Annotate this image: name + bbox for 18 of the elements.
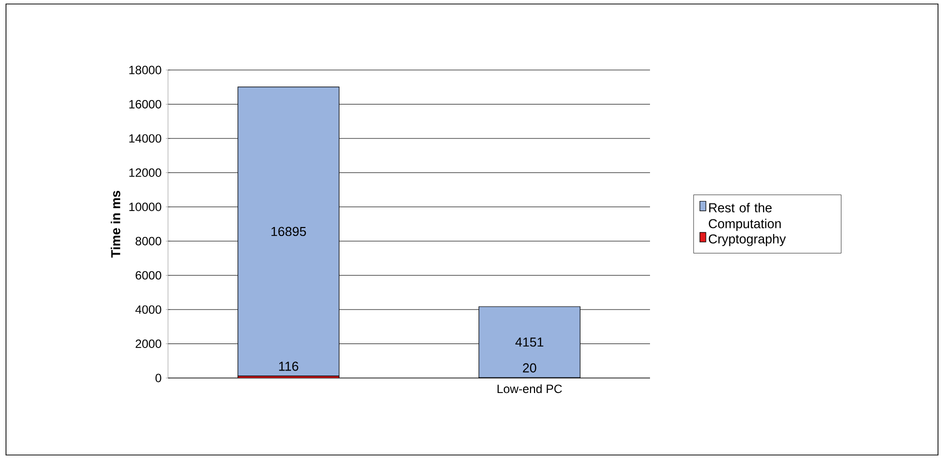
- y-tick-label: 2000: [136, 340, 162, 348]
- y-tick-label: 14000: [129, 134, 162, 143]
- data-label: 20: [522, 363, 536, 372]
- y-axis-title: Time in ms: [110, 190, 120, 258]
- legend-label: Cryptography: [708, 234, 786, 246]
- data-label: 116: [279, 362, 298, 371]
- y-tick-label: 16000: [129, 100, 162, 108]
- y-tick-label: 12000: [129, 168, 162, 177]
- y-tick-label: 18000: [129, 66, 162, 74]
- y-tick-label: 10000: [129, 202, 162, 212]
- y-tick-label: 8000: [136, 236, 162, 246]
- x-tick-label: Low-end PC: [498, 384, 562, 394]
- data-label: 16895: [271, 226, 306, 236]
- legend-label: Rest of the Computation: [708, 202, 781, 231]
- y-tick-label: 0: [156, 374, 162, 382]
- data-label: 4151: [515, 338, 544, 347]
- y-tick-label: 4000: [135, 305, 162, 314]
- y-tick-label: 6000: [136, 271, 162, 280]
